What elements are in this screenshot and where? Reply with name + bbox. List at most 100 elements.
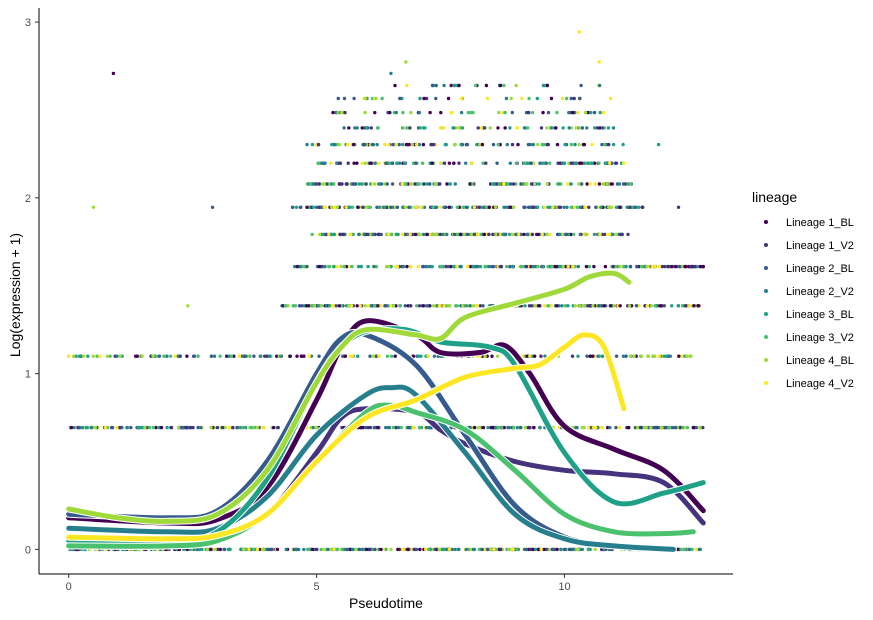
data-point: [244, 425, 248, 430]
data-point: [410, 142, 415, 147]
data-point: [406, 547, 410, 552]
data-point: [416, 232, 420, 237]
data-point: [622, 161, 626, 165]
data-point: [619, 232, 624, 237]
data-point: [469, 232, 474, 237]
data-point: [520, 96, 524, 101]
data-point: [566, 264, 570, 269]
data-point: [352, 96, 356, 101]
data-point: [317, 205, 321, 209]
data-point: [237, 354, 241, 358]
data-point: [162, 354, 166, 358]
data-point: [596, 354, 600, 358]
data-point: [531, 264, 535, 269]
data-point: [360, 547, 365, 552]
data-point: [388, 110, 392, 115]
data-point: [438, 126, 443, 130]
data-point: [577, 96, 582, 101]
data-point: [322, 182, 326, 186]
data-point: [347, 205, 351, 209]
data-point: [464, 547, 468, 552]
data-point: [320, 264, 324, 269]
data-point: [472, 425, 477, 430]
data-point: [379, 547, 383, 552]
data-point: [582, 425, 586, 430]
data-point: [496, 142, 500, 147]
data-point: [86, 354, 90, 358]
data-point: [242, 547, 246, 552]
data-point: [377, 205, 382, 209]
data-point: [184, 425, 189, 430]
series-line-5: [66, 326, 706, 544]
data-point: [110, 425, 115, 430]
data-point: [340, 425, 344, 430]
data-point: [504, 96, 509, 101]
data-point: [212, 354, 217, 358]
data-point: [496, 126, 500, 130]
data-point: [544, 547, 549, 552]
data-point: [588, 354, 592, 358]
data-point: [449, 83, 453, 88]
data-point: [294, 547, 298, 552]
data-point: [327, 304, 331, 308]
data-point: [349, 304, 354, 308]
data-point: [312, 182, 316, 186]
data-point: [407, 205, 411, 209]
data-point: [340, 547, 344, 552]
data-point: [689, 264, 693, 269]
x-tick-label: 5: [314, 581, 320, 593]
data-point: [547, 547, 551, 552]
data-point: [481, 304, 485, 308]
data-point: [562, 205, 566, 209]
data-point: [393, 83, 397, 88]
data-point: [270, 547, 274, 552]
data-point: [421, 264, 425, 269]
data-point: [196, 354, 200, 358]
legend: lineage Lineage 1_BL Lineage 1_V2 Lineage …: [752, 189, 854, 390]
data-point: [394, 264, 398, 269]
data-point: [421, 142, 426, 147]
data-point: [414, 232, 418, 237]
data-point: [457, 547, 461, 552]
data-point: [480, 547, 484, 552]
data-point: [80, 425, 84, 430]
data-point: [508, 161, 512, 165]
data-point: [373, 547, 377, 552]
smooth-curves: [65, 269, 707, 553]
data-point: [258, 354, 262, 358]
data-point: [89, 425, 94, 430]
data-point: [461, 304, 465, 308]
data-point: [614, 161, 619, 165]
data-point: [191, 354, 196, 358]
data-point: [682, 547, 686, 552]
data-point: [475, 304, 479, 308]
data-point: [284, 547, 288, 552]
data-point: [438, 182, 442, 186]
data-point: [417, 142, 422, 147]
data-point: [535, 205, 540, 209]
data-point: [578, 304, 582, 308]
data-point: [510, 110, 514, 115]
data-point: [229, 354, 234, 358]
data-point: [351, 142, 356, 147]
data-point: [437, 304, 441, 308]
data-point: [484, 161, 488, 165]
data-point: [345, 547, 349, 552]
data-point: [151, 425, 155, 430]
data-point: [67, 354, 71, 358]
data-point: [173, 354, 177, 358]
data-point: [447, 547, 452, 552]
data-point: [223, 425, 227, 430]
data-point: [415, 547, 419, 552]
data-point: [390, 161, 394, 165]
data-point: [687, 547, 691, 552]
data-point: [448, 182, 452, 186]
data-point: [385, 161, 389, 165]
data-point: [577, 30, 581, 34]
data-point: [606, 126, 611, 130]
legend-swatch: [764, 358, 768, 362]
data-point: [267, 354, 271, 358]
data-point: [74, 354, 78, 358]
data-point: [458, 232, 463, 237]
data-point: [453, 547, 457, 552]
